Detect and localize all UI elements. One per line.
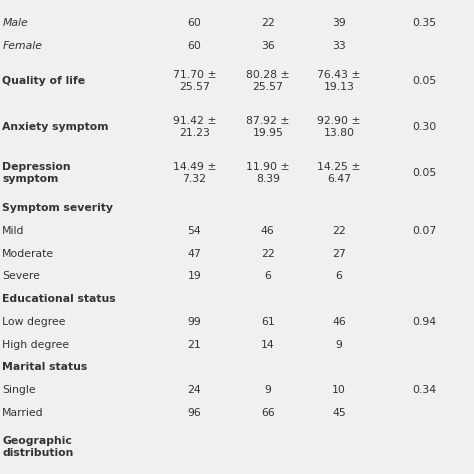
Text: 0.30: 0.30 xyxy=(412,122,437,132)
Text: Geographic
distribution: Geographic distribution xyxy=(2,437,74,458)
Text: 21: 21 xyxy=(187,339,201,350)
Text: 10: 10 xyxy=(332,385,346,395)
Text: 22: 22 xyxy=(261,248,275,259)
Text: 99: 99 xyxy=(187,317,201,327)
Text: High degree: High degree xyxy=(2,339,70,350)
Text: 0.94: 0.94 xyxy=(412,317,436,327)
Text: 0.07: 0.07 xyxy=(412,226,437,236)
Text: 27: 27 xyxy=(332,248,346,259)
Text: 61: 61 xyxy=(261,317,275,327)
Text: 0.34: 0.34 xyxy=(412,385,436,395)
Text: 36: 36 xyxy=(261,41,275,51)
Text: 9: 9 xyxy=(336,339,342,350)
Text: 24: 24 xyxy=(187,385,201,395)
Text: 91.42 ±
21.23: 91.42 ± 21.23 xyxy=(173,116,216,138)
Text: 92.90 ±
13.80: 92.90 ± 13.80 xyxy=(317,116,361,138)
Text: 87.92 ±
19.95: 87.92 ± 19.95 xyxy=(246,116,290,138)
Text: 46: 46 xyxy=(261,226,275,236)
Text: 54: 54 xyxy=(187,226,201,236)
Text: 11.90 ±
8.39: 11.90 ± 8.39 xyxy=(246,163,290,184)
Text: 60: 60 xyxy=(187,41,201,51)
Text: Depression
symptom: Depression symptom xyxy=(2,163,71,184)
Text: 80.28 ±
25.57: 80.28 ± 25.57 xyxy=(246,70,290,91)
Text: 6: 6 xyxy=(336,271,342,282)
Text: 14.25 ±
6.47: 14.25 ± 6.47 xyxy=(317,163,361,184)
Text: Severe: Severe xyxy=(2,271,40,282)
Text: 6: 6 xyxy=(264,271,271,282)
Text: 9: 9 xyxy=(264,385,271,395)
Text: Low degree: Low degree xyxy=(2,317,66,327)
Text: Female: Female xyxy=(2,41,42,51)
Text: 45: 45 xyxy=(332,408,346,418)
Text: 22: 22 xyxy=(332,226,346,236)
Text: Symptom severity: Symptom severity xyxy=(2,203,113,213)
Text: 71.70 ±
25.57: 71.70 ± 25.57 xyxy=(173,70,216,91)
Text: 19: 19 xyxy=(187,271,201,282)
Text: Quality of life: Quality of life xyxy=(2,75,85,86)
Text: 0.05: 0.05 xyxy=(412,168,437,179)
Text: 33: 33 xyxy=(332,41,346,51)
Text: Single: Single xyxy=(2,385,36,395)
Text: 60: 60 xyxy=(187,18,201,28)
Text: 14.49 ±
7.32: 14.49 ± 7.32 xyxy=(173,163,216,184)
Text: 96: 96 xyxy=(187,408,201,418)
Text: Married: Married xyxy=(2,408,44,418)
Text: 0.05: 0.05 xyxy=(412,75,437,86)
Text: Anxiety symptom: Anxiety symptom xyxy=(2,122,109,132)
Text: Marital status: Marital status xyxy=(2,362,88,373)
Text: 66: 66 xyxy=(261,408,275,418)
Text: 0.35: 0.35 xyxy=(412,18,436,28)
Text: 39: 39 xyxy=(332,18,346,28)
Text: 47: 47 xyxy=(187,248,201,259)
Text: 46: 46 xyxy=(332,317,346,327)
Text: 22: 22 xyxy=(261,18,275,28)
Text: Male: Male xyxy=(2,18,28,28)
Text: Moderate: Moderate xyxy=(2,248,55,259)
Text: 14: 14 xyxy=(261,339,275,350)
Text: Mild: Mild xyxy=(2,226,25,236)
Text: Educational status: Educational status xyxy=(2,294,116,304)
Text: 76.43 ±
19.13: 76.43 ± 19.13 xyxy=(317,70,361,91)
